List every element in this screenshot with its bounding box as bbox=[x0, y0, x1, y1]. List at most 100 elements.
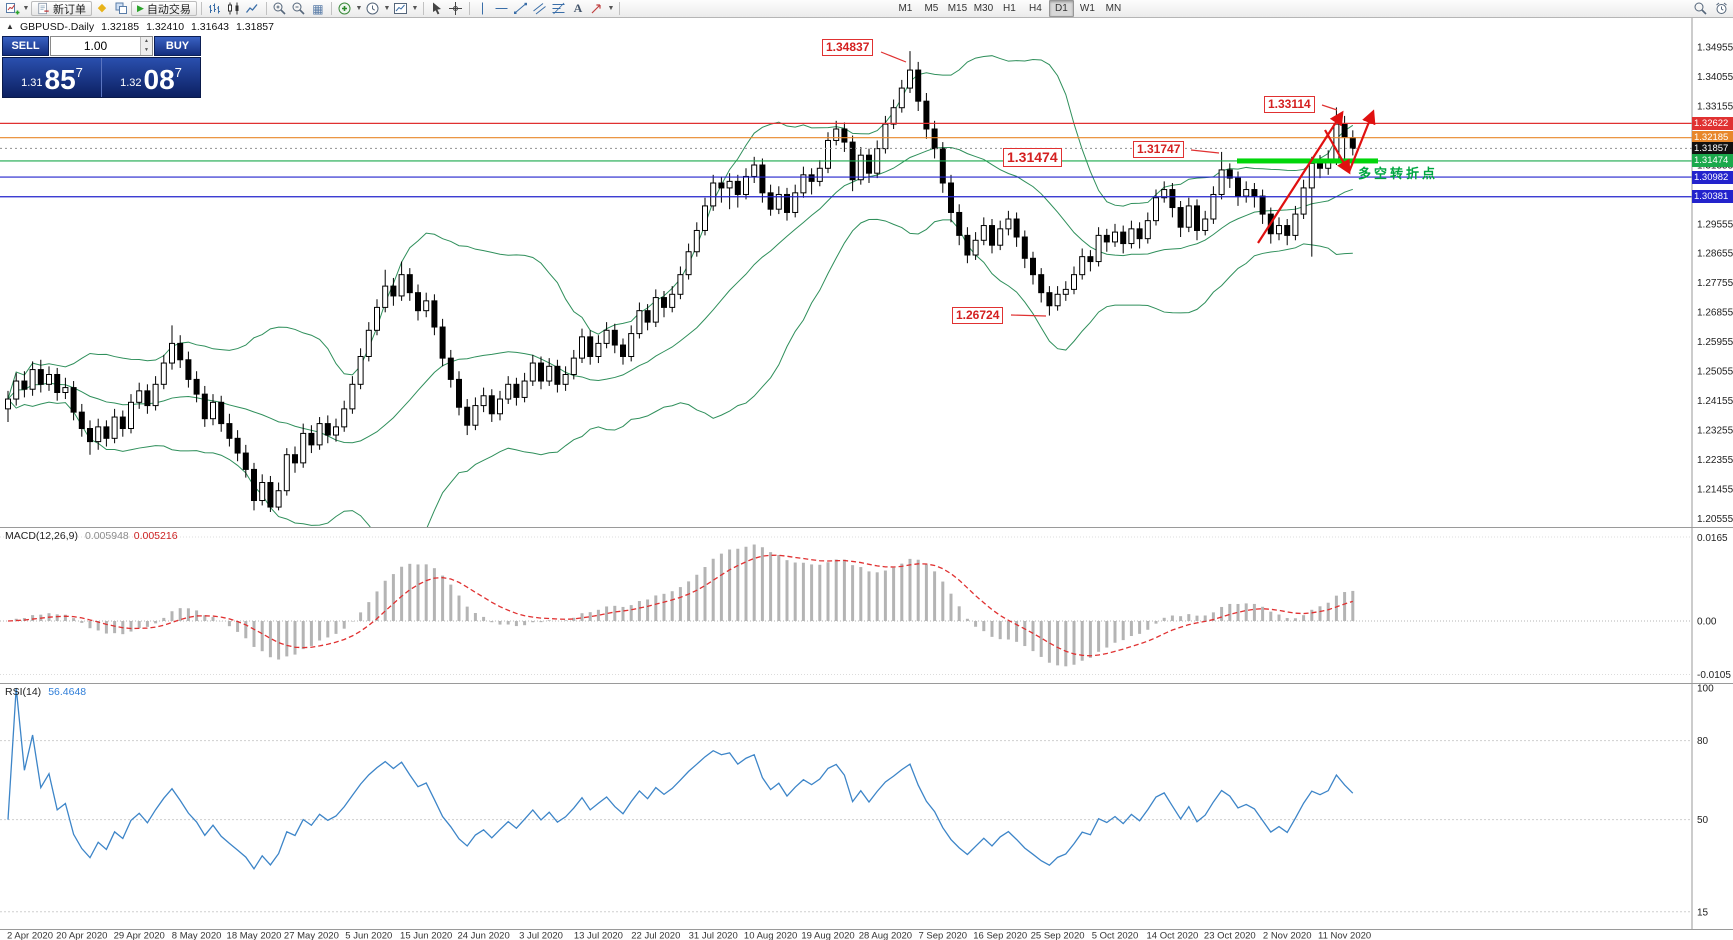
svg-text:5 Jun 2020: 5 Jun 2020 bbox=[345, 931, 392, 940]
price-annotation[interactable]: 1.31474 bbox=[1003, 148, 1062, 167]
price-annotation[interactable]: 1.33114 bbox=[1264, 96, 1315, 113]
timeframe-button-w1[interactable]: W1 bbox=[1079, 3, 1095, 14]
bid-pipette: 7 bbox=[75, 65, 83, 80]
autotrading-button[interactable]: ▶ 自动交易 bbox=[131, 1, 197, 16]
svg-text:15: 15 bbox=[1697, 907, 1709, 918]
svg-text:27 May 2020: 27 May 2020 bbox=[284, 931, 339, 940]
new-chart-dropdown-caret[interactable]: ▼ bbox=[22, 5, 30, 12]
cursor-icon[interactable] bbox=[428, 1, 446, 16]
new-order-button[interactable]: 新订单 bbox=[31, 1, 92, 16]
price-annotation[interactable]: 1.34837 bbox=[822, 39, 874, 56]
svg-text:1.29555: 1.29555 bbox=[1697, 219, 1733, 230]
bid-price-display[interactable]: 1.31 85 7 bbox=[3, 58, 101, 97]
candlestick-chart-icon[interactable] bbox=[225, 1, 243, 16]
timeframe-button-m15[interactable]: M15 bbox=[947, 3, 968, 14]
zoom-out-icon[interactable] bbox=[290, 1, 308, 16]
svg-text:31 Jul 2020: 31 Jul 2020 bbox=[689, 931, 738, 940]
svg-text:1.24155: 1.24155 bbox=[1697, 396, 1733, 407]
volume-down-button[interactable]: ▼ bbox=[141, 46, 152, 55]
bb-middle-band bbox=[7, 146, 1353, 444]
periods-icon[interactable] bbox=[364, 1, 382, 16]
search-icon[interactable] bbox=[1691, 1, 1709, 16]
autotrading-label: 自动交易 bbox=[146, 3, 191, 16]
svg-text:1.27755: 1.27755 bbox=[1697, 278, 1733, 289]
alert-clock-icon[interactable] bbox=[1712, 1, 1730, 16]
timeframe-button-m5[interactable]: M5 bbox=[924, 3, 939, 14]
svg-text:1.34055: 1.34055 bbox=[1697, 72, 1733, 83]
ask-big-digits: 08 bbox=[143, 64, 175, 95]
sell-button[interactable]: SELL bbox=[2, 36, 49, 56]
svg-text:29 Apr 2020: 29 Apr 2020 bbox=[114, 931, 165, 940]
trendline-icon[interactable] bbox=[512, 1, 530, 16]
toolbar-separator bbox=[200, 2, 202, 15]
volume-up-button[interactable]: ▲ bbox=[141, 37, 152, 46]
bid-head: 1.31 bbox=[21, 77, 43, 89]
svg-text:10 Aug 2020: 10 Aug 2020 bbox=[744, 931, 797, 940]
svg-text:1.33155: 1.33155 bbox=[1697, 101, 1733, 112]
timeframe-button-mn[interactable]: MN bbox=[1105, 3, 1122, 14]
price-axis[interactable]: 1.34955 1.34055 1.33155 1.32255 1.31355 1.304… bbox=[1697, 43, 1733, 525]
svg-text:100: 100 bbox=[1697, 684, 1714, 695]
new-chart-icon[interactable] bbox=[3, 1, 21, 16]
fibonacci-icon[interactable] bbox=[550, 1, 568, 16]
indicators-icon[interactable] bbox=[336, 1, 354, 16]
periods-dropdown-caret[interactable]: ▼ bbox=[383, 5, 391, 12]
svg-text:16 Sep 2020: 16 Sep 2020 bbox=[973, 931, 1027, 940]
chart-layout-icon[interactable] bbox=[112, 1, 130, 16]
svg-text:1.22355: 1.22355 bbox=[1697, 455, 1733, 466]
templates-dropdown-caret[interactable]: ▼ bbox=[411, 5, 419, 12]
date-axis[interactable]: 2 Apr 2020 20 Apr 2020 29 Apr 2020 8 May 20… bbox=[7, 931, 1371, 940]
support-zone-bar[interactable] bbox=[1237, 158, 1378, 164]
svg-text:1.21455: 1.21455 bbox=[1697, 484, 1733, 495]
crosshair-icon[interactable] bbox=[447, 1, 465, 16]
volume-input[interactable] bbox=[51, 37, 140, 55]
text-icon[interactable]: A bbox=[573, 1, 583, 15]
arrow-tool-icon[interactable] bbox=[588, 1, 606, 16]
ask-head: 1.32 bbox=[120, 77, 142, 89]
annotation-leader-line bbox=[1321, 104, 1338, 111]
svg-text:2 Apr 2020: 2 Apr 2020 bbox=[7, 931, 53, 940]
trend-arrow[interactable] bbox=[1324, 129, 1351, 175]
arrows-dropdown-caret[interactable]: ▼ bbox=[607, 5, 615, 12]
bar-chart-icon[interactable] bbox=[206, 1, 224, 16]
channel-icon[interactable] bbox=[531, 1, 549, 16]
bid-big-digits: 85 bbox=[44, 64, 76, 95]
price-annotation[interactable]: 1.26724 bbox=[952, 307, 1004, 324]
timeframe-button-h4[interactable]: H4 bbox=[1029, 3, 1042, 14]
main-toolbar: ▼ 新订单 ◆ ▶ 自动交易 ▦ ▼ ▼ ▼ A ▼ M1 M5 M15 M30 H1 H… bbox=[0, 0, 1733, 18]
timeframe-button-h1[interactable]: H1 bbox=[1003, 3, 1016, 14]
main-chart-plot[interactable] bbox=[5, 51, 1356, 555]
volume-spinner: ▲ ▼ bbox=[140, 37, 152, 55]
macd-axis: 0.0165 0.00 -0.0105 bbox=[1697, 533, 1731, 681]
svg-text:50: 50 bbox=[1697, 815, 1709, 826]
timeframe-button-m1[interactable]: M1 bbox=[898, 3, 913, 14]
price-annotation[interactable]: 1.31747 bbox=[1133, 141, 1185, 158]
horizontal-line-icon[interactable] bbox=[493, 1, 511, 16]
trend-arrow[interactable] bbox=[1257, 110, 1344, 244]
rsi-line bbox=[7, 687, 1354, 870]
autotrading-play-icon: ▶ bbox=[137, 3, 144, 13]
templates-icon[interactable] bbox=[392, 1, 410, 16]
buy-button[interactable]: BUY bbox=[154, 36, 201, 56]
toolbar-separator bbox=[265, 2, 267, 15]
svg-text:1.25055: 1.25055 bbox=[1697, 367, 1733, 378]
toolbar-separator bbox=[618, 2, 620, 15]
tile-windows-icon[interactable]: ▦ bbox=[312, 1, 324, 16]
indicators-dropdown-caret[interactable]: ▼ bbox=[355, 5, 363, 12]
timeframe-button-d1[interactable]: D1 bbox=[1048, 0, 1074, 17]
one-click-collapse-icon[interactable]: ▲ bbox=[6, 22, 14, 31]
svg-text:1.32255: 1.32255 bbox=[1697, 131, 1733, 142]
line-chart-icon[interactable] bbox=[244, 1, 262, 16]
toolbar-right-group bbox=[1691, 1, 1730, 16]
svg-text:24 Jun 2020: 24 Jun 2020 bbox=[457, 931, 509, 940]
timeframe-button-m30[interactable]: M30 bbox=[973, 3, 994, 14]
ask-price-display[interactable]: 1.32 08 7 bbox=[102, 58, 200, 97]
metaeditor-icon[interactable]: ◆ bbox=[97, 2, 107, 14]
svg-text:25 Sep 2020: 25 Sep 2020 bbox=[1031, 931, 1085, 940]
trend-arrow[interactable] bbox=[1347, 109, 1376, 173]
vertical-line-icon[interactable] bbox=[474, 1, 492, 16]
svg-text:3 Jul 2020: 3 Jul 2020 bbox=[519, 931, 563, 940]
zoom-in-icon[interactable] bbox=[271, 1, 289, 16]
